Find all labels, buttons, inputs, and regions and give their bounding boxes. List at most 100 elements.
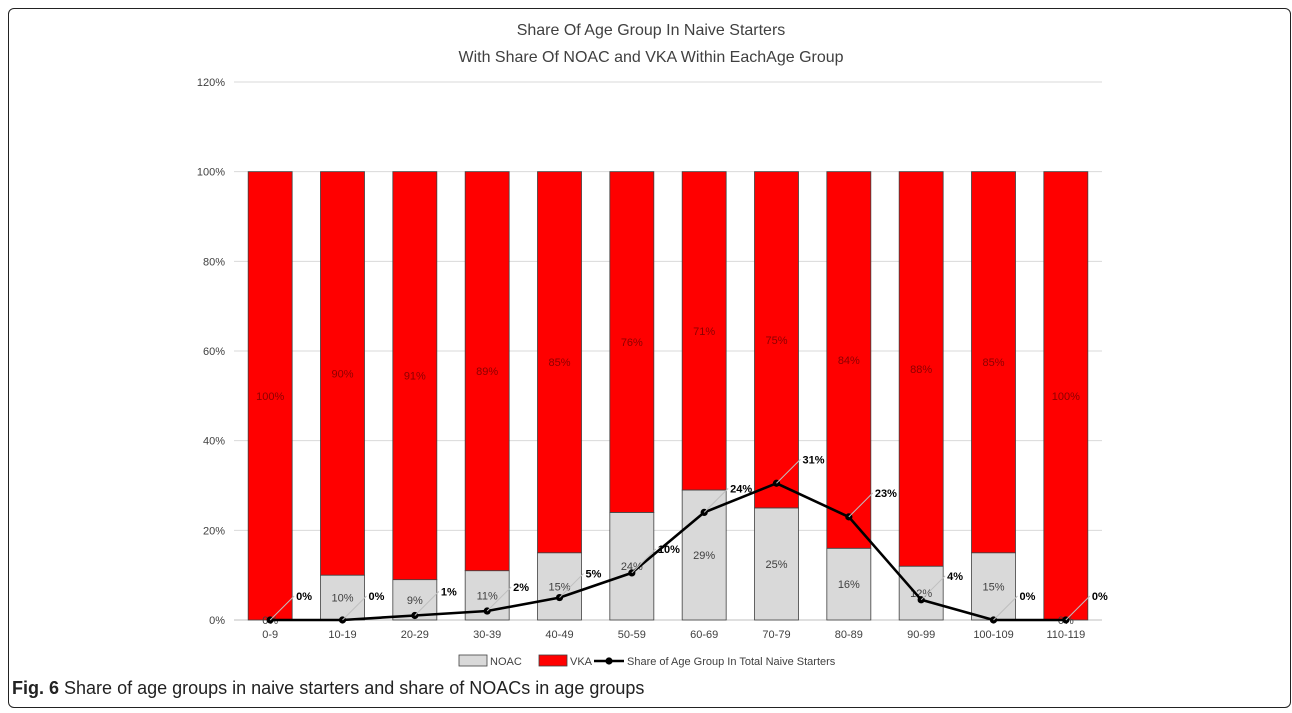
vka-data-label: 75% — [765, 335, 787, 347]
legend-label-vka: VKA — [570, 656, 593, 668]
share-label-leader — [848, 492, 874, 518]
share-data-label: 1% — [441, 587, 457, 599]
share-label-leader — [269, 595, 295, 621]
noac-bar — [826, 547, 872, 621]
noac-data-label: 15% — [548, 581, 570, 593]
share-data-label: 0% — [296, 591, 312, 603]
vka-data-label: 91% — [404, 371, 426, 383]
chart: Share Of Age Group In Naive Starters Wit… — [197, 22, 1108, 668]
noac-data-label: 12% — [910, 588, 932, 600]
share-data-label: 5% — [586, 569, 602, 581]
y-axis: 0% 20% 40% 60% 80% 100% 120% — [197, 77, 225, 627]
share-label-leader — [559, 573, 584, 598]
vka-data-label: 71% — [693, 326, 715, 338]
x-tick-label: 0-9 — [262, 629, 278, 641]
vka-data-label: 85% — [982, 357, 1004, 369]
vka-data-label: 84% — [838, 355, 860, 367]
noac-bar — [320, 574, 365, 621]
x-tick-label: 40-49 — [545, 629, 573, 641]
share-data-label: 0% — [1020, 591, 1036, 603]
y-tick-label: 80% — [203, 256, 225, 268]
share-data-label: 2% — [513, 582, 529, 594]
chart-subtitle: With Share Of NOAC and VKA Within EachAg… — [458, 49, 843, 66]
y-tick-label: 60% — [203, 346, 225, 358]
share-data-label: 23% — [875, 488, 897, 500]
share-label-leader — [1065, 595, 1091, 621]
legend-swatch-noac — [458, 654, 488, 667]
x-tick-label: 50-59 — [618, 629, 646, 641]
legend-label-noac: NOAC — [490, 656, 522, 668]
vka-bar — [392, 171, 438, 581]
share-label-leader — [342, 595, 367, 621]
share-data-label: 4% — [947, 571, 963, 583]
share-data-label: 31% — [803, 454, 825, 466]
share-label-leader — [920, 575, 946, 601]
x-tick-label: 20-29 — [401, 629, 429, 641]
caption-text: Share of age groups in naive starters an… — [64, 678, 645, 698]
vka-data-label: 89% — [476, 366, 498, 378]
noac-data-label: 25% — [765, 559, 787, 571]
legend-swatch-vka — [538, 654, 568, 667]
noac-data-label: 29% — [693, 550, 715, 562]
vka-bar — [537, 171, 582, 554]
share-label-leader — [414, 591, 440, 616]
vka-bar — [898, 171, 944, 567]
noac-data-label: 9% — [407, 595, 423, 607]
share-label-leader — [993, 595, 1018, 621]
y-tick-label: 100% — [197, 167, 225, 179]
noac-bar — [898, 565, 944, 621]
noac-data-label: 11% — [477, 590, 498, 602]
vka-data-label: 88% — [910, 364, 932, 376]
legend-marker-share — [605, 657, 613, 665]
share-label-leader — [776, 458, 801, 484]
noac-bar — [754, 507, 799, 621]
share-data-label: 24% — [730, 483, 752, 495]
vka-bar — [754, 171, 799, 509]
share-data-label: 0% — [369, 591, 385, 603]
x-tick-label: 70-79 — [762, 629, 790, 641]
vka-data-label: 90% — [331, 368, 353, 380]
vka-bar — [971, 171, 1016, 554]
share-line-path — [270, 482, 1066, 622]
x-tick-label: 30-39 — [473, 629, 501, 641]
legend: NOAC VKA Share of Age Group In Total Naive… — [458, 654, 836, 668]
x-tick-label: 60-69 — [690, 629, 718, 641]
noac-bar — [537, 552, 582, 621]
y-tick-label: 0% — [209, 615, 225, 627]
chart-title: Share Of Age Group In Naive Starters — [517, 22, 786, 39]
vka-bar — [826, 171, 872, 549]
vka-bar — [609, 171, 655, 513]
bars — [247, 171, 1089, 621]
noac-data-label: 10% — [331, 593, 353, 605]
share-label-leader — [486, 586, 512, 612]
y-tick-label: 40% — [203, 436, 225, 448]
figure-caption: Fig. 6 Share of age groups in naive star… — [12, 678, 644, 699]
x-tick-label: 100-109 — [973, 629, 1013, 641]
noac-bar — [609, 512, 655, 621]
x-tick-label: 90-99 — [907, 629, 935, 641]
x-tick-label: 10-19 — [328, 629, 356, 641]
vka-bar — [247, 171, 293, 621]
caption-label: Fig. 6 — [12, 678, 60, 698]
noac-data-label: 16% — [838, 579, 860, 591]
share-data-label: 0% — [1092, 591, 1108, 603]
vka-data-label: 100% — [256, 391, 284, 403]
vka-data-label: 85% — [548, 357, 570, 369]
noac-data-label: 24% — [621, 561, 643, 573]
legend-label-share: Share of Age Group In Total Naive Starte… — [627, 656, 836, 668]
vka-data-label: 76% — [621, 337, 643, 349]
x-tick-label: 80-89 — [835, 629, 863, 641]
share-data-label: 10% — [658, 544, 680, 556]
gridlines — [234, 81, 1102, 621]
line-labels: 0% 0% 1% 2% 5% 10% 24% 31% 23% 4% 0% 0% — [269, 454, 1108, 621]
vka-bar — [320, 171, 365, 576]
vka-data-label: 100% — [1052, 391, 1080, 403]
x-axis: 0-9 10-19 20-29 30-39 40-49 50-59 60-69 70-79 80… — [262, 629, 1085, 641]
share-label-leader — [703, 488, 729, 513]
noac-data-label: 15% — [982, 581, 1004, 593]
vka-bar — [1043, 171, 1089, 621]
x-tick-label: 110-119 — [1046, 629, 1085, 641]
vka-bar — [681, 171, 727, 491]
y-tick-label: 120% — [197, 77, 225, 89]
noac-bar — [971, 552, 1016, 621]
